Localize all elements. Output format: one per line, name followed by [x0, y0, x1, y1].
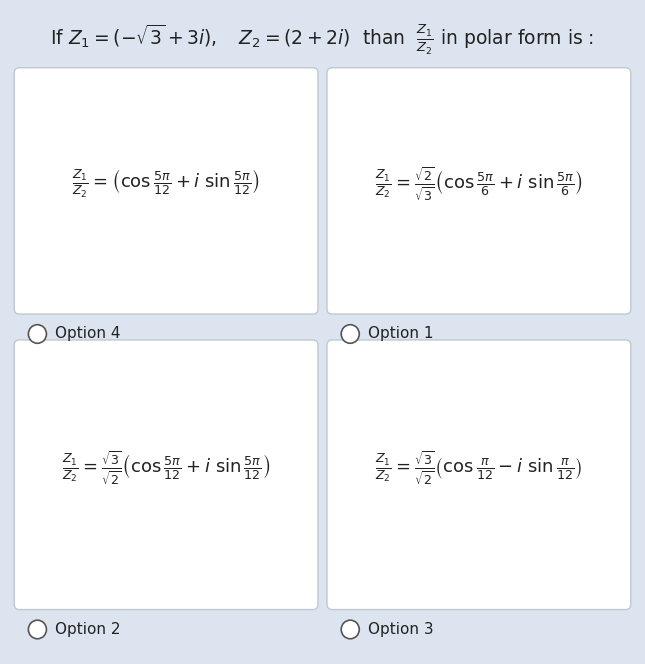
FancyBboxPatch shape — [327, 340, 631, 610]
FancyBboxPatch shape — [327, 68, 631, 314]
FancyBboxPatch shape — [14, 340, 318, 610]
Text: $\frac{Z_1}{Z_2} = \frac{\sqrt{3}}{\sqrt{2}}\left(\cos\frac{5\pi}{12} + i\ \sin\: $\frac{Z_1}{Z_2} = \frac{\sqrt{3}}{\sqrt… — [62, 450, 270, 487]
Circle shape — [28, 325, 46, 343]
Circle shape — [341, 325, 359, 343]
Text: $\frac{Z_1}{Z_2} = \frac{\sqrt{2}}{\sqrt{3}}\left(\cos\frac{5\pi}{6} + i\ \sin\f: $\frac{Z_1}{Z_2} = \frac{\sqrt{2}}{\sqrt… — [375, 165, 582, 203]
FancyBboxPatch shape — [14, 68, 318, 314]
Circle shape — [28, 620, 46, 639]
Text: $\frac{Z_1}{Z_2} = \left(\cos\frac{5\pi}{12} + i\ \sin\frac{5\pi}{12}\right)$: $\frac{Z_1}{Z_2} = \left(\cos\frac{5\pi}… — [72, 168, 260, 201]
Circle shape — [341, 620, 359, 639]
Text: Option 2: Option 2 — [55, 622, 121, 637]
Text: Option 4: Option 4 — [55, 327, 121, 341]
Text: Option 1: Option 1 — [368, 327, 434, 341]
Text: $\frac{Z_1}{Z_2} = \frac{\sqrt{3}}{\sqrt{2}}\left(\cos\frac{\pi}{12} - i\ \sin\f: $\frac{Z_1}{Z_2} = \frac{\sqrt{3}}{\sqrt… — [375, 450, 582, 487]
Text: Option 3: Option 3 — [368, 622, 434, 637]
Text: If $Z_1 = (-\sqrt{3} + 3i),\quad Z_2 = (2 + 2i)$  than  $\frac{Z_1}{Z_2}$ in pol: If $Z_1 = (-\sqrt{3} + 3i),\quad Z_2 = (… — [50, 23, 595, 57]
